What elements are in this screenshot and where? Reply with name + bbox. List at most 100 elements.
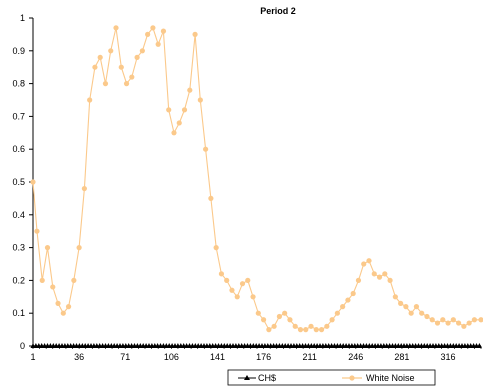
- data-point: [44, 245, 51, 251]
- x-tick-label: 281: [394, 352, 409, 362]
- y-tick-label: 0.9: [12, 46, 25, 56]
- data-point: [197, 97, 203, 103]
- legend: CH$ White Noise: [227, 369, 436, 386]
- data-point: [255, 310, 261, 316]
- legend-box: [227, 369, 436, 386]
- data-point: [81, 185, 87, 192]
- data-point: [34, 228, 40, 234]
- y-tick-label: 0.4: [12, 210, 25, 220]
- series-layer: [30, 25, 483, 348]
- data-point: [318, 327, 325, 333]
- y-tick-label: 0.8: [12, 79, 25, 89]
- data-point: [123, 81, 130, 87]
- data-point: [87, 97, 93, 103]
- data-point: [39, 277, 45, 283]
- data-point: [50, 284, 56, 290]
- data-point: [287, 317, 293, 323]
- data-point: [234, 294, 240, 300]
- chart-title: Period 2: [260, 6, 296, 16]
- y-tick-label: 0.5: [12, 177, 25, 187]
- data-point: [118, 64, 124, 70]
- data-point: [224, 277, 230, 283]
- data-point: [160, 28, 167, 34]
- legend-label-ch: CH$: [258, 373, 276, 383]
- series-line: [32, 26, 481, 331]
- legend-marker-white-noise: [349, 375, 355, 381]
- data-point: [239, 281, 246, 287]
- data-point: [366, 258, 372, 264]
- data-point: [392, 294, 398, 300]
- y-tick-label: 0.6: [12, 144, 25, 154]
- data-point: [445, 320, 451, 326]
- data-point: [419, 310, 425, 316]
- data-point: [398, 300, 404, 306]
- y-tick-label: 0.7: [12, 111, 25, 121]
- data-point: [297, 327, 304, 333]
- data-point: [192, 31, 198, 37]
- data-point: [324, 323, 330, 329]
- x-tick-label: 141: [210, 352, 225, 362]
- data-point: [466, 320, 472, 326]
- data-point: [139, 48, 145, 54]
- data-point: [408, 310, 414, 316]
- data-point: [334, 310, 340, 316]
- data-point: [155, 41, 161, 47]
- data-point: [355, 277, 362, 283]
- legend-marker-ch: [244, 375, 250, 380]
- data-point: [387, 277, 393, 283]
- data-point: [208, 195, 214, 201]
- y-tick-label: 0.1: [12, 308, 25, 318]
- data-point: [65, 304, 72, 310]
- data-point: [329, 317, 335, 323]
- data-point: [292, 323, 298, 329]
- data-point: [456, 320, 462, 326]
- data-point: [245, 277, 251, 283]
- data-point: [108, 48, 114, 54]
- data-point: [30, 179, 36, 185]
- y-tick-label: 0.2: [12, 275, 25, 285]
- data-point: [113, 25, 119, 31]
- data-point: [92, 64, 98, 70]
- x-tick-label: 246: [348, 352, 363, 362]
- series-white-noise: [30, 25, 483, 333]
- data-point: [176, 120, 182, 126]
- x-tick-label: 316: [441, 352, 456, 362]
- data-point: [203, 146, 209, 152]
- data-point: [340, 304, 346, 310]
- data-point: [187, 87, 193, 93]
- x-tick-label: 1: [30, 352, 35, 362]
- data-point: [250, 294, 256, 300]
- y-tick-label: 1: [20, 13, 25, 23]
- data-point: [266, 327, 272, 333]
- series-ch: [30, 343, 482, 348]
- data-point: [371, 271, 377, 277]
- data-point: [350, 290, 356, 297]
- x-tick-label: 211: [303, 352, 317, 362]
- data-point: [71, 277, 77, 283]
- data-point: [166, 107, 172, 113]
- y-tick-label: 0: [20, 341, 25, 351]
- y-axis: 0 0.1 0.2 0.3 0.4 0.5 0.6 0.7 0.8 0.9 1: [12, 13, 34, 351]
- data-point: [282, 310, 288, 316]
- data-point: [60, 310, 66, 316]
- data-point: [313, 327, 319, 333]
- data-point: [145, 31, 151, 37]
- data-point: [181, 107, 188, 113]
- data-point: [276, 313, 282, 320]
- data-point: [171, 130, 177, 136]
- x-tick-label: 106: [164, 352, 179, 362]
- data-point: [134, 54, 140, 60]
- legend-label-white-noise: White Noise: [366, 373, 415, 383]
- data-point: [403, 304, 409, 310]
- data-point: [345, 297, 351, 303]
- data-point: [150, 25, 156, 31]
- data-point: [382, 271, 388, 277]
- x-axis: 1 36 71 106 141 176 211 246 281 316: [30, 345, 482, 362]
- data-point: [308, 323, 314, 329]
- data-point: [461, 323, 467, 329]
- x-tick-label: 176: [256, 352, 271, 362]
- data-point: [303, 327, 309, 333]
- data-point: [450, 317, 456, 323]
- data-point: [271, 323, 277, 329]
- data-point: [440, 317, 446, 323]
